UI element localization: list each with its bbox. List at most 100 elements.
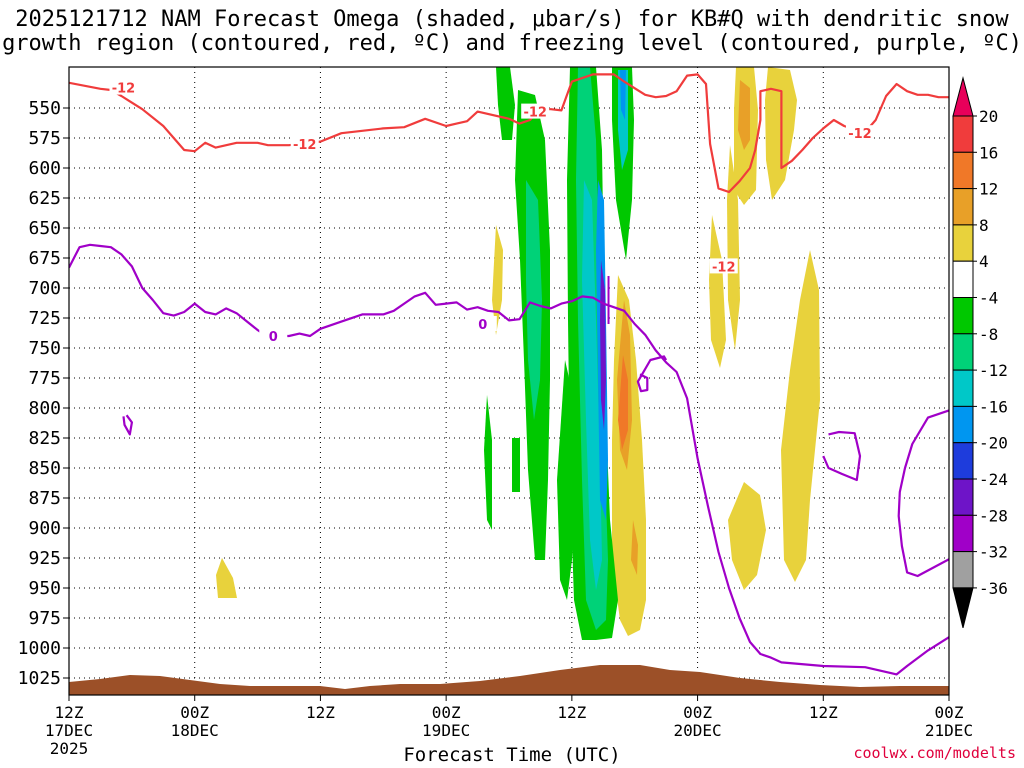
y-tick-label: 725 <box>28 308 61 329</box>
contour-label: -12 <box>848 127 872 142</box>
colorbar-swatch <box>952 260 974 299</box>
colorbar-swatch <box>952 151 974 190</box>
colorbar-swatch <box>952 115 974 153</box>
omega-pos-weak <box>727 145 740 350</box>
contour-label: -12 <box>712 260 736 275</box>
colorbar-label: -16 <box>979 397 1008 416</box>
x-tick-label: 12Z <box>557 703 586 722</box>
colorbar-swatch <box>952 188 974 226</box>
colorbar-label: -36 <box>979 579 1008 598</box>
colorbar-label: 8 <box>979 216 989 235</box>
contour-label-bg <box>259 328 288 343</box>
x-tick-label: 12Z <box>306 703 335 722</box>
colorbar-swatch <box>952 442 974 480</box>
colorbar-swatch <box>952 333 974 371</box>
omega-pos-weak <box>216 558 237 598</box>
y-tick-label: 875 <box>28 488 61 509</box>
y-tick-label: 975 <box>28 608 61 629</box>
colorbar-label: -4 <box>979 289 998 308</box>
colorbar-label: -24 <box>979 470 1008 489</box>
x-tick-label: 19DEC <box>422 721 470 740</box>
y-tick-label: 850 <box>28 458 61 479</box>
omega-pos-moderate <box>631 520 638 575</box>
y-tick-label: 575 <box>28 128 61 149</box>
omega-neg-moderate <box>526 180 542 420</box>
credit-text: coolwx.com/modelts <box>853 744 1016 762</box>
colorbar-swatch <box>952 369 974 407</box>
contour-label: 0 <box>478 318 487 333</box>
colorbar-swatch <box>952 405 974 444</box>
y-tick-label: 1025 <box>18 668 61 689</box>
omega-neg-strong <box>582 180 602 590</box>
colorbar-swatch <box>952 551 974 589</box>
colorbar-label: -32 <box>979 543 1008 562</box>
contour-label: -12 <box>112 82 136 97</box>
contour-label-bg <box>290 136 319 151</box>
y-tick-label: 650 <box>28 218 61 239</box>
contour-label: -12 <box>523 106 547 121</box>
y-tick-label: 600 <box>28 158 61 179</box>
contour-label-bg <box>521 103 550 119</box>
colorbar-label: 20 <box>979 107 998 126</box>
x-tick-label: 12Z <box>55 703 84 722</box>
y-tick-label: 925 <box>28 548 61 569</box>
colorbar-min-triangle <box>952 587 974 629</box>
contour-freezing-level-loop <box>822 430 862 482</box>
omega-pos-weak <box>728 482 766 590</box>
contour-freezing-level-loop <box>122 414 133 436</box>
x-tick-label: 00Z <box>180 703 209 722</box>
contour-label-bg <box>709 258 738 274</box>
colorbar-label: 16 <box>979 143 998 162</box>
y-tick-label: 950 <box>28 578 61 599</box>
contour-dendritic-minus12 <box>69 73 949 194</box>
y-axis: 550 575 600 625 650 675 700 725 750 775 800 825 850 8… <box>18 98 69 689</box>
colorbar: 20 16 12 8 4 -4 -8 -12 -16 -20 -24 -28 -32 -36 <box>952 76 1008 629</box>
contour-label-bg <box>109 79 138 95</box>
y-tick-label: 625 <box>28 188 61 209</box>
omega-pos-strong <box>618 355 628 450</box>
contour-label: 0 <box>269 330 278 345</box>
y-tick-label: 550 <box>28 98 61 119</box>
x-tick-label: 17DEC <box>45 721 93 740</box>
contour-label-bg <box>845 125 874 141</box>
colorbar-label: -28 <box>979 506 1008 525</box>
colorbar-label: 12 <box>979 180 998 199</box>
colorbar-label: -8 <box>979 325 998 344</box>
omega-neg-weak <box>484 395 492 530</box>
chart-title-line1: 2025121712 NAM Forecast Omega (shaded, μ… <box>15 7 1009 32</box>
y-tick-label: 700 <box>28 278 61 299</box>
x-axis-label: Forecast Time (UTC) <box>403 744 621 766</box>
x-tick-label: 18DEC <box>171 721 219 740</box>
omega-neg-weak <box>496 67 515 140</box>
x-tick-label: 20DEC <box>673 721 721 740</box>
terrain-fill <box>69 665 949 695</box>
x-tick-label: 00Z <box>432 703 461 722</box>
colorbar-swatch <box>952 478 974 516</box>
chart-title-line2: growth region (contoured, red, ºC) and f… <box>2 31 1022 56</box>
colorbar-max-triangle <box>952 76 974 117</box>
omega-pos-moderate <box>738 80 750 150</box>
plot-frame <box>68 66 950 696</box>
contour-freezing-level-loop <box>636 355 668 393</box>
y-tick-label: 900 <box>28 518 61 539</box>
y-tick-label: 750 <box>28 338 61 359</box>
x-tick-label: 2025 <box>50 739 89 758</box>
colorbar-swatch <box>952 514 974 553</box>
contour-label: -12 <box>293 138 317 153</box>
contour-layer: -12 -12 -12 -12 -12 0 0 <box>69 73 949 676</box>
omega-pos-weak <box>709 215 726 368</box>
omega-pos-weak <box>781 250 820 582</box>
contour-freezing-level <box>69 243 949 676</box>
colorbar-swatch <box>952 297 974 335</box>
y-tick-label: 825 <box>28 428 61 449</box>
y-tick-label: 775 <box>28 368 61 389</box>
x-tick-label: 00Z <box>683 703 712 722</box>
colorbar-swatch <box>952 224 974 262</box>
contour-label-bg <box>468 316 497 331</box>
colorbar-label: -20 <box>979 434 1008 453</box>
x-tick-label: 21DEC <box>925 721 973 740</box>
x-tick-label: 12Z <box>809 703 838 722</box>
colorbar-label: -12 <box>979 361 1008 380</box>
y-tick-label: 1000 <box>18 638 61 659</box>
